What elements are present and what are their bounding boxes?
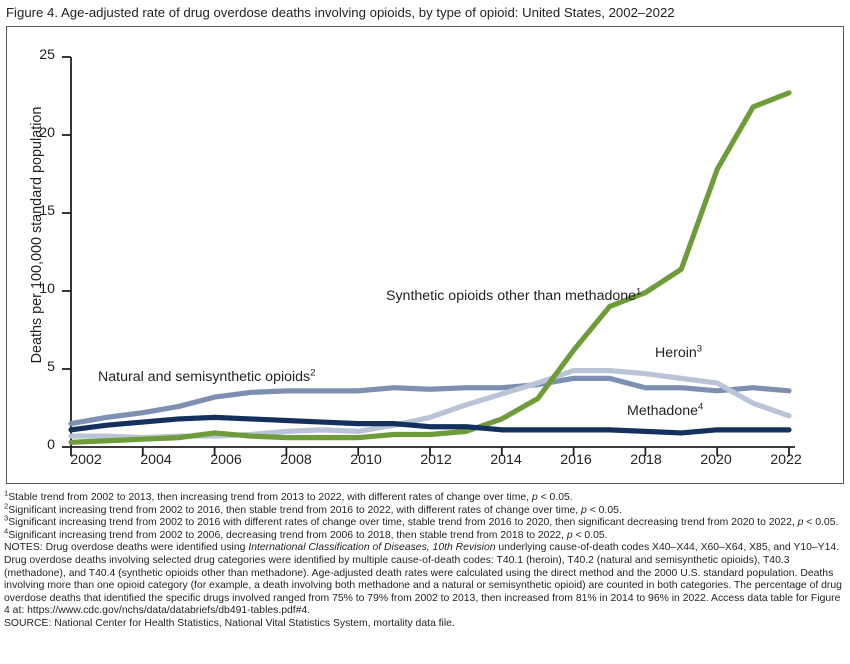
footnote-3-end: < 0.05.: [803, 517, 839, 529]
footnote-1-end: < 0.05.: [537, 492, 573, 503]
y-tick-15: 15: [39, 203, 55, 219]
footnote-1-p: p: [531, 492, 538, 503]
series-label-synthetic: Synthetic opioids other than methadone1: [386, 286, 642, 304]
footnote-1-text: Stable trend from 2002 to 2013, then inc…: [8, 492, 532, 503]
plot-area: [7, 27, 845, 485]
notes-paragraph: NOTES: Drug overdose deaths were identif…: [4, 542, 848, 618]
footnote-3-text: Significant increasing trend from 2002 t…: [8, 517, 798, 529]
x-tick-2008: 2008: [280, 452, 312, 468]
series-label-methadone-text: Methadone: [627, 403, 698, 419]
footnote-4-end: < 0.05.: [572, 529, 608, 541]
series-label-heroin-text: Heroin: [655, 345, 697, 361]
footnotes-block: 1Stable trend from 2002 to 2013, then in…: [4, 488, 848, 631]
footnote-3-marker: 3: [4, 513, 9, 523]
y-tick-20: 20: [39, 125, 55, 141]
footnote-4-p: p: [566, 529, 573, 541]
series-label-natural: Natural and semisynthetic opioids2: [98, 367, 316, 385]
series-line-methadone: [68, 414, 792, 436]
footnote-2: 2Significant increasing trend from 2002 …: [4, 502, 848, 518]
footnote-2-text: Significant increasing trend from 2002 t…: [8, 504, 582, 516]
y-tick-0: 0: [47, 437, 55, 453]
series-label-synthetic-footnote-ref: 1: [636, 286, 642, 298]
chart-frame: Deaths per 100,000 standard population 2…: [6, 26, 844, 484]
series-label-natural-footnote-ref: 2: [310, 367, 316, 379]
footnote-3: 3Significant increasing trend from 2002 …: [4, 513, 848, 530]
footnote-2-p: p: [581, 504, 587, 516]
series-label-methadone: Methadone4: [627, 401, 704, 419]
footnote-2-end: < 0.05.: [586, 504, 622, 516]
line-chart-svg: [62, 56, 795, 456]
y-tick-10: 10: [39, 281, 55, 297]
footnote-3-p: p: [797, 517, 804, 529]
series-label-synthetic-text: Synthetic opioids other than methadone: [386, 288, 637, 304]
y-tick-5: 5: [47, 359, 55, 375]
y-tick-25: 25: [39, 47, 55, 63]
series-label-heroin: Heroin3: [655, 343, 703, 361]
series-label-methadone-footnote-ref: 4: [698, 401, 704, 413]
x-tick-2012: 2012: [420, 452, 452, 468]
x-tick-2016: 2016: [560, 452, 592, 468]
notes-icd-title: International Classification of Diseases…: [248, 542, 496, 554]
x-tick-2020: 2020: [700, 452, 732, 468]
x-tick-2006: 2006: [210, 452, 242, 468]
notes-lead: NOTES: Drug overdose deaths were identif…: [4, 542, 249, 554]
footnote-4-marker: 4: [4, 526, 9, 536]
series-line-natural-and-semisynthetic-opioids: [68, 375, 792, 427]
footnote-1: 1Stable trend from 2002 to 2013, then in…: [4, 488, 848, 505]
x-tick-2002: 2002: [70, 452, 102, 468]
footnote-2-marker: 2: [4, 501, 9, 511]
footnote-4-text: Significant increasing trend from 2002 t…: [8, 529, 567, 541]
x-tick-2014: 2014: [490, 452, 522, 468]
notes-rest: underlying cause-of-death codes X40–X44,…: [4, 542, 842, 617]
x-tick-2018: 2018: [630, 452, 662, 468]
series-line-synthetic-opioids-other-than-methadone: [68, 90, 792, 445]
source-line: SOURCE: National Center for Health Stati…: [4, 617, 455, 629]
x-tick-2022: 2022: [770, 452, 802, 468]
series-label-heroin-footnote-ref: 3: [696, 343, 703, 355]
footnote-4: 4Significant increasing trend from 2002 …: [4, 527, 848, 543]
figure-title: Figure 4. Age-adjusted rate of drug over…: [6, 5, 675, 20]
x-tick-2004: 2004: [140, 452, 172, 468]
footnote-1-marker: 1: [4, 488, 9, 498]
series-label-natural-text: Natural and semisynthetic opioids: [98, 369, 311, 385]
